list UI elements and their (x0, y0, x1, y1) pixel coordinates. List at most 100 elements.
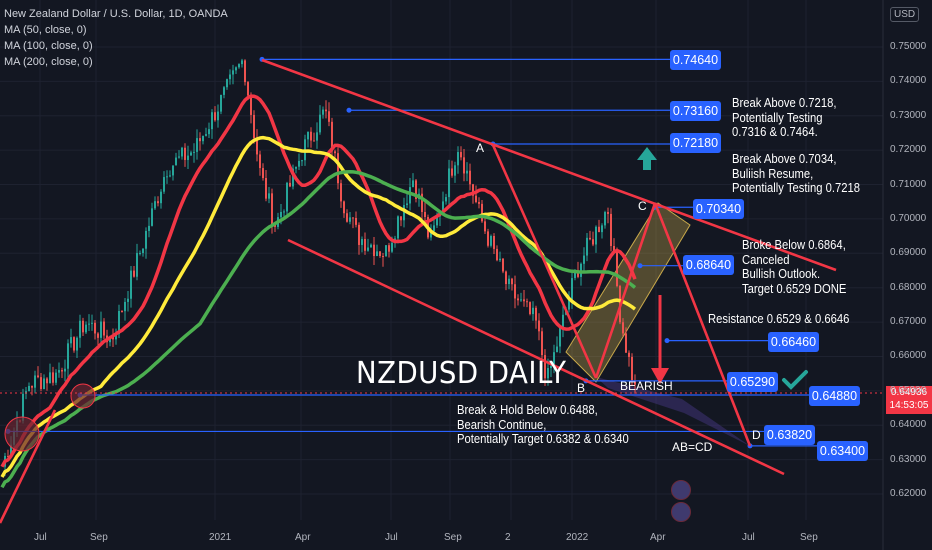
candle-body (205, 134, 207, 136)
candle-body (232, 70, 234, 75)
candle-body (583, 255, 585, 264)
candle-body (514, 284, 516, 299)
candle-body (157, 201, 159, 204)
time-tick-label: Apr (295, 532, 311, 543)
price-tick-label: 0.74000 (890, 75, 927, 87)
candle-body (301, 160, 303, 162)
candle-body (64, 368, 66, 372)
down-arrow-icon (651, 368, 669, 384)
time-tick-label: Jul (34, 532, 47, 543)
level-label-06382[interactable]: 0.63820 (764, 425, 815, 445)
candle-body (532, 307, 534, 315)
level-label-07218[interactable]: 0.72180 (670, 133, 721, 153)
candle-body (397, 216, 399, 239)
candle-body (295, 166, 297, 169)
candle-body (520, 299, 522, 301)
candle-body (271, 193, 273, 225)
candle-body (61, 370, 63, 372)
candle-body (616, 250, 618, 287)
candle-body (190, 152, 192, 156)
candle-body (331, 121, 333, 152)
candle-body (256, 138, 258, 155)
candle-body (523, 299, 525, 302)
candle-body (352, 217, 354, 219)
current-price-value: 0.64936 (890, 387, 928, 398)
candle-body (526, 301, 528, 303)
candle-body (343, 201, 345, 214)
level-label-07316[interactable]: 0.73160 (670, 101, 721, 121)
candle-body (28, 385, 30, 392)
candle-body (493, 235, 495, 249)
candle-body (22, 393, 24, 421)
candle-body (262, 168, 264, 179)
candle-body (409, 187, 411, 204)
candle-body (241, 60, 243, 65)
time-tick-label: 2022 (566, 532, 589, 543)
candle-body (292, 168, 294, 187)
candle-body (46, 378, 48, 384)
candle-body (499, 258, 501, 261)
trend-line (287, 238, 785, 476)
candle-body (355, 217, 357, 225)
candle-body (34, 375, 36, 388)
candle-body (592, 239, 594, 245)
price-tick-label: 0.63000 (890, 453, 927, 465)
time-tick-label: Sep (800, 532, 818, 543)
price-tick-label: 0.70000 (890, 212, 927, 224)
currency-badge[interactable]: USD (890, 7, 920, 22)
level-label-06340[interactable]: 0.63400 (817, 441, 868, 461)
candle-body (229, 74, 231, 80)
candle-body (319, 114, 321, 133)
note-line: Canceled (742, 252, 790, 267)
candle-body (517, 298, 519, 301)
ma100-legend[interactable]: MA (100, close, 0) (4, 40, 93, 52)
candle-body (238, 64, 240, 68)
note-line: Buliish Resume, (732, 166, 814, 181)
candle-body (259, 154, 261, 169)
level-label-07034[interactable]: 0.70340 (693, 199, 744, 219)
candle-body (589, 237, 591, 240)
level-label-06529[interactable]: 0.65290 (727, 372, 778, 392)
candle-body (283, 211, 285, 213)
candle-body (373, 244, 375, 257)
candle-body (136, 253, 138, 277)
us-flag-icon[interactable] (671, 502, 691, 522)
candle-body (472, 184, 474, 196)
level-label-07464[interactable]: 0.74640 (670, 50, 721, 70)
candle-body (268, 193, 270, 199)
current-price-tag[interactable]: 0.64936 14:53:05 (886, 386, 932, 414)
note-break-above-07034: Break Above 0.7034, Buliish Resume, Pote… (732, 152, 860, 196)
candle-body (184, 147, 186, 160)
candle-body (163, 177, 165, 192)
candle-body (571, 278, 573, 300)
price-tick-label: 0.64000 (890, 419, 927, 431)
candle-body (586, 237, 588, 256)
pivot-a-label: A (476, 141, 485, 155)
chart-title: NZDUSD DAILY (356, 356, 567, 391)
nz-flag-icon[interactable] (671, 480, 691, 500)
candle-body (607, 212, 609, 214)
candle-body (67, 343, 69, 369)
bearish-label: BEARISH (620, 379, 673, 393)
note-line: Bullish Outlook. (742, 267, 821, 281)
level-label-06864[interactable]: 0.68640 (683, 255, 734, 275)
level-label-06488[interactable]: 0.64880 (809, 386, 860, 406)
candle-body (487, 231, 489, 246)
ma200-legend[interactable]: MA (200, close, 0) (4, 56, 93, 68)
candle-body (298, 160, 300, 167)
candle-body (286, 182, 288, 212)
candle-body (460, 152, 462, 158)
level-label-06646[interactable]: 0.66460 (768, 332, 819, 352)
candle-body (334, 151, 336, 154)
note-broke-below-06864: Broke Below 0.6864, Canceled Bullish Out… (742, 238, 846, 296)
candle-body (358, 224, 360, 245)
trend-line (594, 202, 657, 379)
candle-body (535, 307, 537, 321)
candle-body (124, 301, 126, 312)
ma50-legend[interactable]: MA (50, close, 0) (4, 24, 87, 36)
candle-body (160, 191, 162, 204)
candle-body (556, 346, 558, 353)
candle-body (511, 278, 513, 285)
